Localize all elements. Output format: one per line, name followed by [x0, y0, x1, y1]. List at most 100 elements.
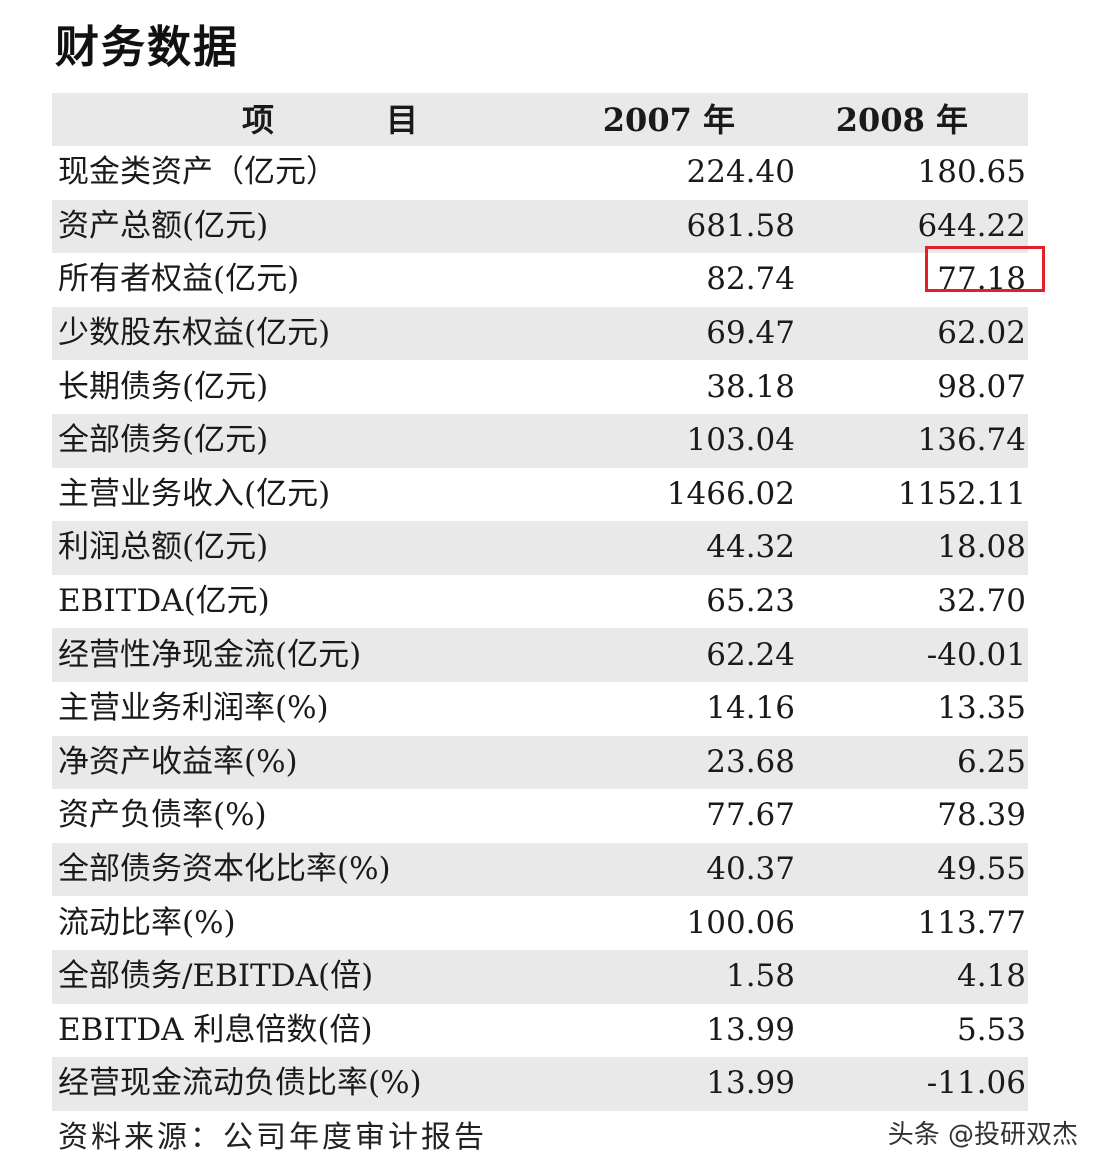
row-value-2008: 13.35 [797, 693, 1028, 724]
row-value-2007: 38.18 [572, 368, 797, 405]
table-row: 经营现金流动负债比率(%) 13.99 -11.06 [52, 1057, 1028, 1111]
table-row: 全部债务(亿元) 103.04 136.74 [52, 413, 1028, 468]
row-value-2008: 136.74 [797, 425, 1028, 456]
row-value-2008: 78.39 [797, 800, 1028, 831]
table-row: 资产负债率(%) 77.67 78.39 [52, 789, 1028, 843]
row-value-2008-text: 113.77 [917, 904, 1026, 941]
row-value-2007-text: 1.58 [725, 958, 795, 995]
row-value-2007-text: 100.06 [686, 904, 795, 941]
row-value-2008-text: 98.07 [937, 368, 1026, 405]
row-value-2007: 1.58 [572, 961, 797, 992]
row-item-label: 主营业务利润率(%) [52, 693, 572, 724]
row-value-2007: 23.68 [572, 743, 797, 780]
row-value-2007: 69.47 [572, 318, 797, 349]
row-value-2007: 82.74 [572, 264, 797, 295]
row-value-2008: 4.18 [797, 961, 1028, 992]
table-row: 主营业务利润率(%) 14.16 13.35 [52, 682, 1028, 736]
row-value-2007-text: 38.18 [706, 368, 795, 405]
row-item-label-text: 全部债务/EBITDA(倍) [58, 958, 374, 995]
row-value-2007-text: 103.04 [686, 422, 795, 459]
watermark: 头条 @投研双杰 [887, 1120, 1078, 1150]
row-value-2008-text: 32.70 [937, 583, 1026, 620]
row-value-2007: 14.16 [572, 693, 797, 724]
row-value-2007: 65.23 [572, 586, 797, 617]
row-item-label: 资产总额(亿元) [52, 207, 572, 244]
row-item-label-text: 经营性净现金流(亿元) [58, 636, 362, 673]
financial-data-table: 项 目 2007 年 2008 年 现金类资产（亿元） 224.40 180.65 资… [52, 93, 1045, 1111]
row-item-label: 资产负债率(%) [52, 800, 572, 831]
row-value-2007: 44.32 [572, 532, 797, 563]
row-value-2008: 62.02 [797, 318, 1028, 349]
row-item-label: 长期债务(亿元) [52, 371, 572, 403]
row-value-2007-text: 23.68 [706, 743, 795, 780]
row-value-2008: 644.22 [797, 207, 1028, 244]
row-value-2007-text: 224.40 [686, 154, 795, 191]
row-item-label: 利润总额(亿元) [52, 532, 572, 563]
row-item-label: EBITDA(亿元) [52, 586, 572, 617]
row-value-2008-text: 6.25 [956, 743, 1026, 780]
row-value-2008-text: -11.06 [926, 1065, 1026, 1102]
row-value-2007-text: 13.99 [706, 1065, 795, 1102]
row-value-2008: 77.18 [797, 246, 1045, 295]
header-item: 项 目 [242, 100, 459, 139]
row-value-2007: 681.58 [572, 207, 797, 244]
row-value-2007: 13.99 [572, 1011, 797, 1048]
row-item-label-text: 资产负债率(%) [58, 797, 267, 834]
page-title: 财务数据 [55, 22, 239, 73]
row-value-2008-text: 78.39 [937, 797, 1026, 834]
row-value-2007-text: 681.58 [686, 207, 795, 244]
table-row: 少数股东权益(亿元) 69.47 62.02 [52, 306, 1028, 361]
row-value-2008: 6.25 [797, 743, 1028, 780]
row-item-label: 净资产收益率(%) [52, 743, 572, 780]
row-value-2008-text: 1152.11 [897, 475, 1026, 512]
header-2007: 2007 年 [602, 100, 735, 139]
row-value-2007: 77.67 [572, 800, 797, 831]
table-row: 主营业务收入(亿元) 1466.02 1152.11 [52, 468, 1028, 522]
table-body: 现金类资产（亿元） 224.40 180.65 资产总额(亿元) 681.58 644.2… [52, 146, 1045, 1111]
row-value-2007-text: 13.99 [706, 1011, 795, 1048]
table-row: 净资产收益率(%) 23.68 6.25 [52, 735, 1028, 790]
row-value-2008-text: 644.22 [917, 207, 1026, 244]
row-value-2007: 103.04 [572, 425, 797, 456]
row-value-2007-text: 69.47 [706, 315, 795, 352]
row-item-label-text: EBITDA 利息倍数(倍) [58, 1011, 373, 1048]
table-row: 利润总额(亿元) 44.32 18.08 [52, 521, 1028, 575]
row-item-label: 少数股东权益(亿元) [52, 318, 572, 349]
row-value-2007: 100.06 [572, 904, 797, 941]
row-item-label: EBITDA 利息倍数(倍) [52, 1011, 572, 1048]
table-header-row: 项 目 2007 年 2008 年 [52, 93, 1028, 146]
row-item-label-text: 主营业务利润率(%) [58, 690, 329, 727]
row-value-2008: -11.06 [797, 1068, 1028, 1099]
row-value-2007-text: 44.32 [706, 529, 795, 566]
row-value-2007: 224.40 [572, 157, 797, 188]
row-value-2008-text: 62.02 [937, 315, 1026, 352]
row-value-2007-text: 65.23 [706, 583, 795, 620]
row-value-2008-text: 49.55 [937, 851, 1026, 888]
source-note: 资料来源：公司年度审计报告 [58, 1120, 487, 1155]
row-value-2008: -40.01 [797, 636, 1028, 673]
row-value-2008: 32.70 [797, 586, 1028, 617]
table-row: 长期债务(亿元) 38.18 98.07 [52, 360, 1028, 414]
row-item-label: 经营现金流动负债比率(%) [52, 1068, 572, 1099]
row-value-2008-text: -40.01 [926, 636, 1026, 673]
row-value-2007-text: 77.67 [706, 797, 795, 834]
row-value-2008-text: 136.74 [917, 422, 1026, 459]
table-row: 全部债务资本化比率(%) 40.37 49.55 [52, 842, 1028, 897]
row-item-label-text: 少数股东权益(亿元) [58, 315, 331, 352]
row-value-2008: 98.07 [797, 368, 1028, 405]
row-value-2007: 62.24 [572, 636, 797, 673]
row-item-label-text: 主营业务收入(亿元) [58, 475, 331, 512]
row-item-label-text: 利润总额(亿元) [58, 529, 269, 566]
row-item-label: 现金类资产（亿元） [52, 157, 572, 188]
row-value-2007: 40.37 [572, 854, 797, 885]
row-item-label-text: 资产总额(亿元) [58, 207, 269, 244]
row-value-2008: 49.55 [797, 854, 1028, 885]
highlight-box [925, 246, 1045, 293]
table-row: 经营性净现金流(亿元) 62.24 -40.01 [52, 628, 1028, 682]
row-value-2008-text: 4.18 [956, 958, 1026, 995]
row-item-label-text: 净资产收益率(%) [58, 743, 298, 780]
row-value-2007: 1466.02 [572, 478, 797, 510]
row-value-2008: 180.65 [797, 157, 1028, 188]
row-value-2007-text: 62.24 [706, 636, 795, 673]
row-item-label-text: 现金类资产（亿元） [58, 154, 337, 191]
